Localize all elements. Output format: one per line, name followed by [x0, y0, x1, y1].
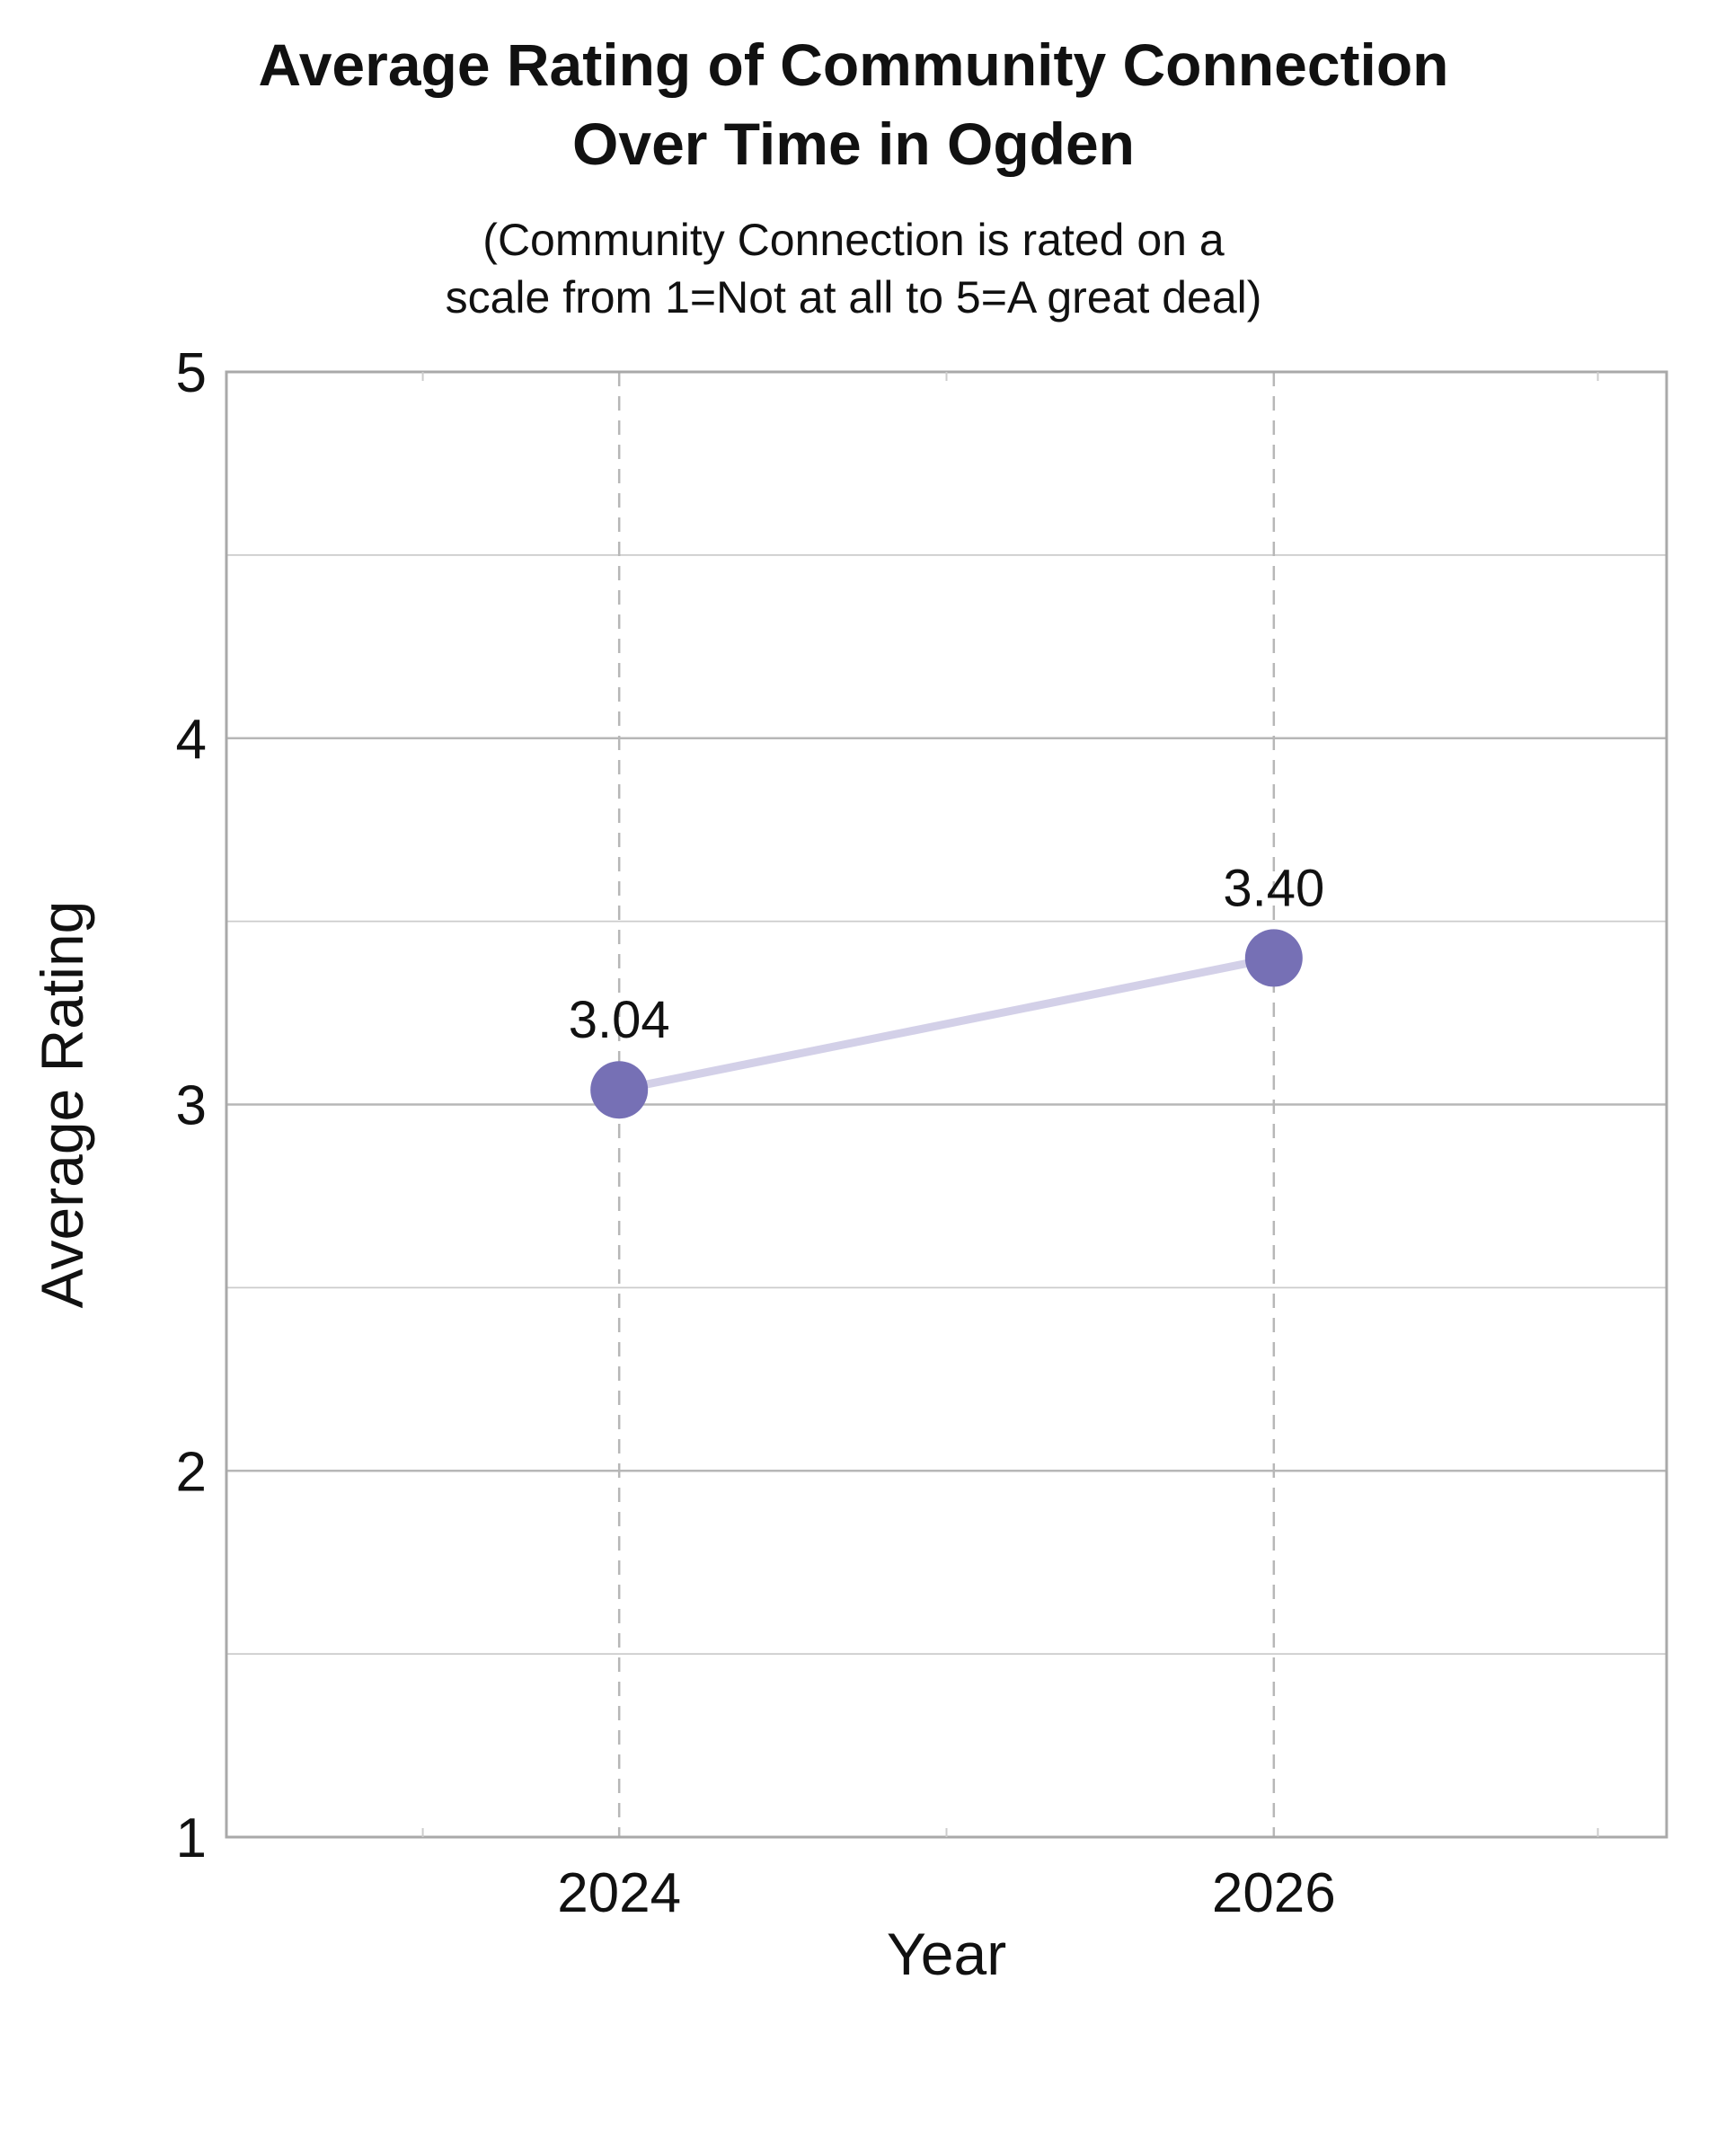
chart-title-line-2: Over Time in Ogden [572, 110, 1135, 177]
chart-title: Average Rating of Community Connection O… [0, 25, 1707, 183]
chart-subtitle-line-1: (Community Connection is rated on a [482, 215, 1225, 265]
y-tick-label: 1 [176, 1807, 207, 1869]
y-tick-label: 5 [176, 342, 207, 404]
series-layer: 3.04 3.40 [569, 859, 1324, 1119]
y-tick-label: 3 [176, 1075, 207, 1137]
y-axis-label: Average Rating [29, 901, 95, 1309]
y-tick-label: 4 [176, 709, 207, 771]
y-tick-label: 2 [176, 1441, 207, 1503]
chart-subtitle-line-2: scale from 1=Not at all to 5=A great dea… [445, 272, 1262, 323]
data-point-marker [1244, 929, 1303, 987]
data-label: 3.40 [1223, 859, 1324, 917]
chart-subtitle: (Community Connection is rated on a scal… [0, 211, 1707, 326]
x-tick-label: 2026 [1212, 1862, 1336, 1924]
tick-layer: 1 2 3 4 5 2024 2026 [176, 342, 1599, 1924]
x-tick-label: 2024 [557, 1862, 681, 1924]
data-label: 3.04 [569, 991, 670, 1049]
grid-layer [226, 372, 1667, 1837]
data-point-marker [590, 1061, 649, 1119]
x-axis-label: Year [887, 1921, 1006, 1987]
chart-title-line-1: Average Rating of Community Connection [258, 31, 1449, 98]
series-line [615, 953, 1278, 1094]
